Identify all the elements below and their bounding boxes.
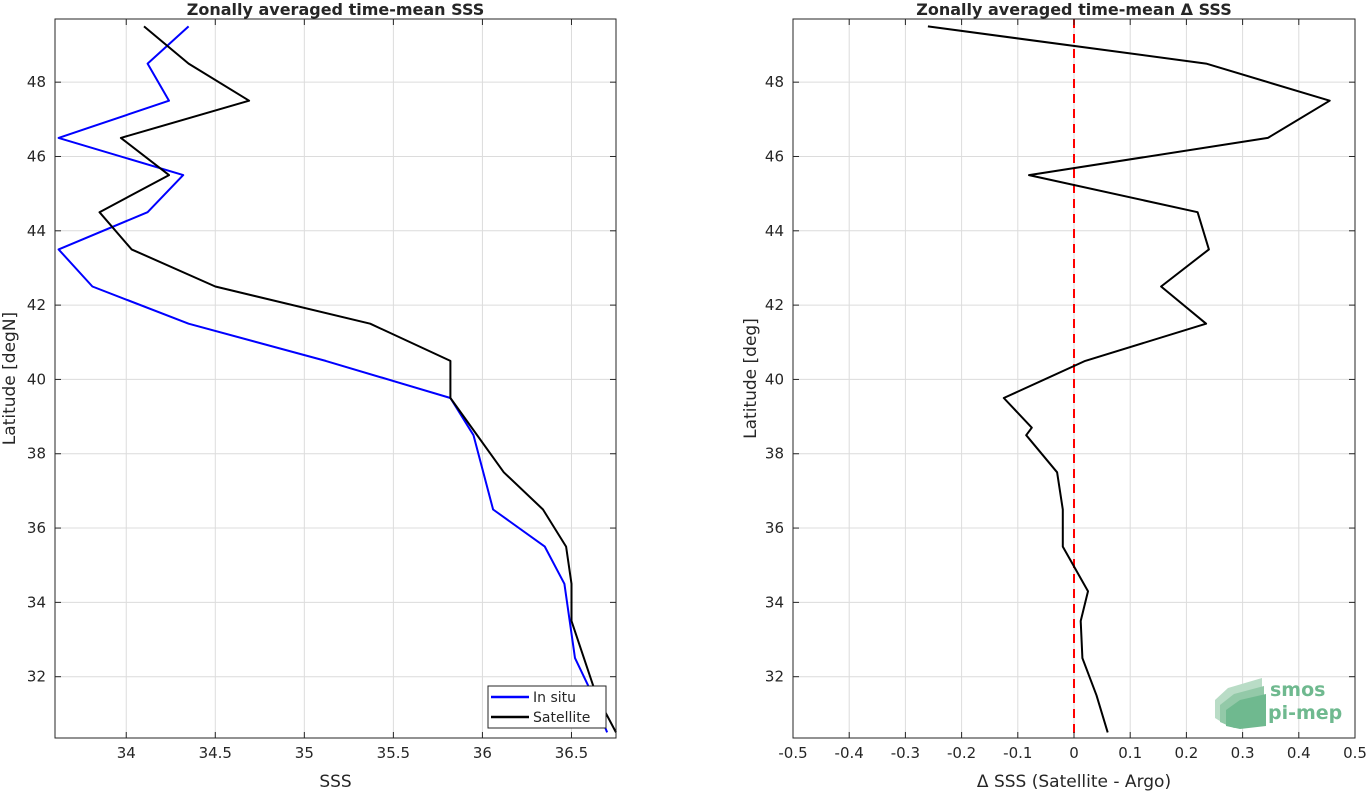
logo-wave-front	[1226, 694, 1266, 729]
sss-x-tick-label-3: 35.5	[377, 744, 410, 762]
sss-x-tick-label-4: 36	[473, 744, 492, 762]
legend-label-satellite: Satellite	[533, 710, 590, 726]
sss-x-tick-label-5: 36.5	[555, 744, 588, 762]
delta-ticks: -0.5 -0.4 -0.3 -0.2 -0.1 0 0.1 0.2 0.3 0.4 0.5 32 34…	[765, 19, 1367, 762]
delta-sss-panel: smos pi-mep -0.5 -0.4 -0.3 -0.2 -0.1 0 0.1 0.2 0…	[741, 0, 1367, 792]
delta-series-line-delta-sss	[927, 25, 1331, 733]
delta-y-tick-label-1: 34	[765, 593, 784, 611]
delta-series-group	[927, 25, 1331, 733]
delta-x-tick-label-6: 0.1	[1118, 744, 1142, 762]
delta-chart-title: Zonally averaged time-mean Δ SSS	[916, 0, 1232, 19]
sss-y-tick-label-1: 34	[27, 593, 46, 611]
legend-label-in-situ: In situ	[533, 690, 576, 706]
delta-x-tick-label-3: -0.2	[947, 744, 976, 762]
logo-text-pimep: pi-mep	[1268, 702, 1342, 724]
sss-y-tick-label-4: 40	[27, 370, 46, 388]
delta-y-tick-label-4: 40	[765, 370, 784, 388]
delta-y-axis-label: Latitude [deg]	[741, 318, 761, 439]
delta-y-tick-label-7: 46	[765, 147, 784, 165]
sss-ticks: 34 34.5 35 35.5 36 36.5 32 34 36 38 40 42 44 46 48	[27, 19, 616, 762]
delta-x-axis-label: Δ SSS (Satellite - Argo)	[977, 772, 1171, 792]
sss-x-tick-label-1: 34.5	[199, 744, 232, 762]
legend-box	[487, 685, 607, 729]
sss-series-group	[57, 25, 617, 733]
sss-x-tick-label-2: 35	[295, 744, 314, 762]
sss-y-tick-label-8: 48	[27, 73, 46, 91]
sss-y-axis-label: Latitude [degN]	[0, 312, 20, 445]
delta-y-tick-label-6: 44	[765, 222, 784, 240]
sss-legend: In situ Satellite	[487, 685, 607, 729]
delta-x-tick-label-9: 0.4	[1287, 744, 1311, 762]
sss-series-line-in-situ	[57, 25, 609, 733]
smos-pimep-logo: smos pi-mep	[1215, 678, 1342, 729]
delta-x-tick-label-7: 0.2	[1174, 744, 1198, 762]
delta-y-tick-label-8: 48	[765, 73, 784, 91]
delta-x-tick-label-0: -0.5	[778, 744, 807, 762]
sss-grid	[55, 19, 616, 738]
delta-y-tick-label-3: 38	[765, 445, 784, 463]
delta-y-tick-label-2: 36	[765, 519, 784, 537]
logo-waves-icon	[1215, 678, 1266, 729]
sss-series-line-satellite	[98, 25, 617, 733]
delta-x-tick-label-8: 0.3	[1231, 744, 1255, 762]
sss-y-tick-label-6: 44	[27, 222, 46, 240]
sss-y-tick-label-0: 32	[27, 668, 46, 686]
logo-text-smos: smos	[1270, 679, 1325, 701]
delta-x-tick-label-2: -0.3	[891, 744, 920, 762]
sss-axes-box	[54, 18, 617, 739]
sss-y-tick-label-2: 36	[27, 519, 46, 537]
sss-y-tick-label-3: 38	[27, 445, 46, 463]
delta-y-tick-label-5: 42	[765, 296, 784, 314]
sss-y-tick-label-7: 46	[27, 147, 46, 165]
sss-chart-title: Zonally averaged time-mean SSS	[187, 0, 485, 19]
sss-y-tick-label-5: 42	[27, 296, 46, 314]
delta-x-tick-label-10: 0.5	[1343, 744, 1367, 762]
sss-x-tick-label-0: 34	[117, 744, 136, 762]
delta-x-tick-label-5: 0	[1069, 744, 1079, 762]
sss-x-axis-label: SSS	[319, 772, 351, 792]
delta-x-tick-label-4: -0.1	[1003, 744, 1032, 762]
delta-x-tick-label-1: -0.4	[835, 744, 864, 762]
delta-y-tick-label-0: 32	[765, 668, 784, 686]
